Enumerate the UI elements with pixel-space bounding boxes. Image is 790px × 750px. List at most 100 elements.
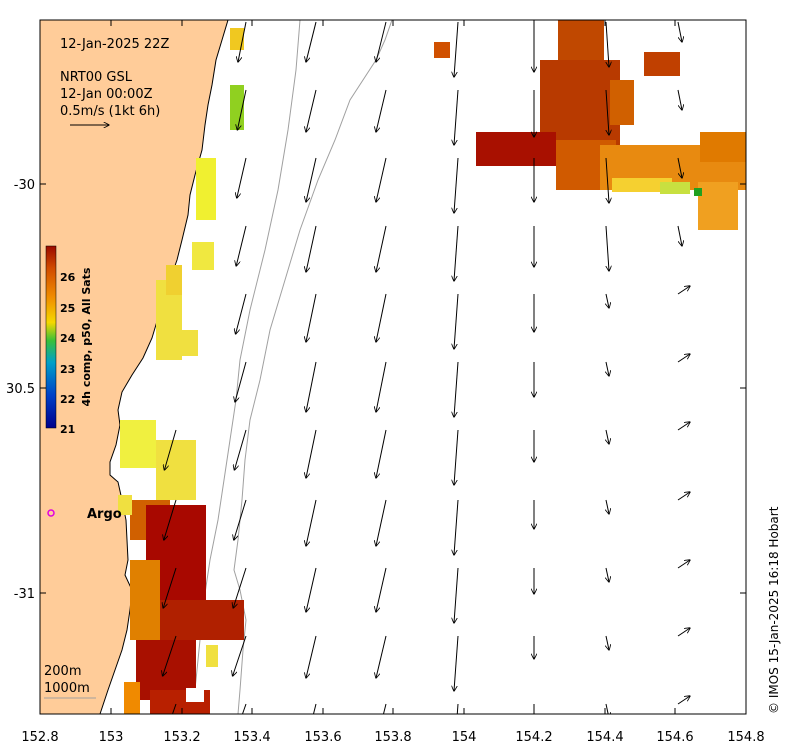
current-vector — [236, 225, 247, 266]
current-vector — [677, 422, 690, 431]
current-vector — [306, 499, 317, 546]
current-vector — [234, 499, 247, 540]
footer-credit: © IMOS 15-Jan-2025 16:18 Hobart — [767, 506, 781, 714]
current-vector — [677, 225, 682, 246]
current-time-label: 12-Jan 00:00Z — [60, 87, 153, 102]
current-vector — [312, 703, 317, 714]
current-vector — [605, 21, 609, 67]
current-vector — [237, 157, 247, 198]
current-vector — [748, 158, 752, 168]
current-vector — [306, 225, 317, 272]
current-vector — [677, 286, 690, 295]
x-tick-label: 154.2 — [515, 730, 552, 745]
colorbar-gradient — [45, 245, 57, 429]
current-vector — [748, 636, 752, 656]
current-vector — [748, 704, 752, 724]
current-source-label: NRT00 GSL — [60, 70, 133, 85]
x-axis: 152.8 153 153.2 153.4 153.6 153.8 154 15… — [21, 20, 765, 745]
colorbar-tick: 24 — [60, 332, 76, 345]
current-vector — [748, 430, 752, 450]
current-vector — [376, 361, 387, 412]
current-vector — [677, 89, 682, 110]
y-axis: -30 30.5 -31 — [6, 178, 746, 602]
current-vector — [306, 157, 317, 202]
isobath-legend-200: 200m — [44, 664, 81, 679]
colorbar-tick: 25 — [60, 302, 75, 315]
current-vector — [677, 492, 690, 501]
x-tick-label: 153 — [99, 730, 124, 745]
current-vector — [382, 703, 387, 714]
current-vector — [606, 635, 609, 650]
current-vector — [677, 696, 690, 705]
y-tick-label: -31 — [14, 587, 35, 602]
colorbar: 26 25 24 23 22 21 4h comp, p50, All Sats — [45, 245, 93, 436]
current-vector — [605, 89, 609, 135]
isobath-legend-1000: 1000m — [44, 681, 90, 696]
x-tick-label: 154.6 — [656, 730, 693, 745]
current-vector — [677, 560, 690, 569]
current-vector — [454, 361, 459, 417]
current-vector — [164, 499, 177, 540]
current-vector — [606, 499, 609, 514]
current-vector — [748, 294, 752, 314]
current-vector — [234, 429, 247, 470]
y-tick-label: -30 — [14, 178, 35, 193]
current-vector — [306, 429, 317, 478]
current-vector — [454, 293, 459, 349]
current-vector — [454, 499, 459, 555]
timestamp-label: 12-Jan-2025 22Z — [60, 37, 169, 52]
current-vector — [605, 225, 609, 271]
current-vector — [748, 90, 752, 100]
argo-marker — [47, 509, 55, 517]
current-vector — [376, 567, 387, 612]
current-vector — [233, 567, 247, 608]
current-vector — [454, 157, 459, 213]
current-vector — [376, 225, 387, 272]
current-vector — [233, 635, 247, 676]
current-vector — [306, 567, 317, 612]
current-vector — [677, 157, 682, 178]
current-vector — [306, 89, 317, 132]
current-vectors — [162, 21, 752, 724]
x-tick-label: 154 — [452, 730, 477, 745]
current-vector — [306, 293, 317, 342]
colorbar-tick: 21 — [60, 423, 75, 436]
colorbar-tick: 23 — [60, 363, 75, 376]
current-vector — [606, 293, 609, 308]
sst-patches-north — [434, 20, 746, 230]
x-tick-label: 154.8 — [727, 730, 764, 745]
current-vector — [376, 21, 387, 62]
current-vector — [454, 225, 459, 281]
current-vector — [454, 635, 459, 691]
current-vector — [677, 354, 690, 363]
current-vector — [376, 293, 387, 342]
current-vector — [163, 567, 177, 608]
current-vector — [306, 21, 317, 62]
current-vector — [677, 628, 690, 637]
current-vector — [306, 635, 317, 678]
current-vector — [237, 89, 247, 130]
current-vector — [454, 567, 459, 623]
current-vector — [456, 703, 459, 714]
current-vector — [606, 429, 609, 444]
current-vector — [376, 157, 387, 202]
current-vector — [606, 567, 609, 582]
argo-label: Argo — [87, 507, 122, 522]
current-vector — [171, 703, 177, 714]
isobath-1000m — [233, 20, 393, 714]
current-vector — [241, 703, 247, 714]
current-vector — [605, 157, 609, 203]
current-vector — [454, 89, 459, 145]
current-vector — [376, 89, 387, 132]
current-vector — [376, 429, 387, 478]
x-tick-label: 152.8 — [21, 730, 58, 745]
current-vector — [748, 226, 752, 236]
current-vector — [748, 500, 752, 520]
current-vector — [306, 361, 317, 412]
x-tick-label: 153.2 — [163, 730, 200, 745]
colorbar-tick: 22 — [60, 393, 75, 406]
current-vector — [376, 499, 387, 546]
colorbar-label: 4h comp, p50, All Sats — [80, 267, 93, 406]
current-vector — [238, 21, 247, 62]
